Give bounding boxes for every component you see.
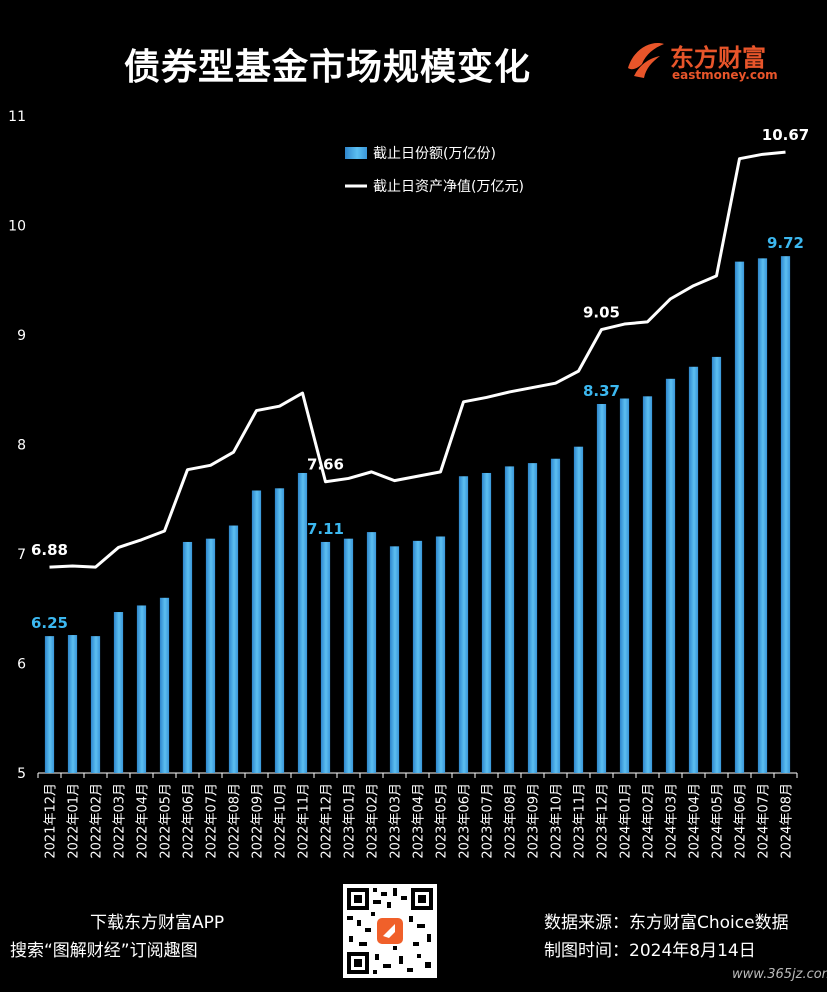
x-tick-label: 2023年11月 xyxy=(573,783,588,859)
x-tick-label: 2024年03月 xyxy=(665,783,680,859)
x-tick-label: 2022年01月 xyxy=(67,783,82,859)
y-tick-label: 10 xyxy=(8,219,26,235)
x-tick-label: 2024年04月 xyxy=(688,783,703,859)
legend-label-bar: 截止日份额(万亿份) xyxy=(373,146,496,162)
bar xyxy=(527,463,538,773)
x-tick-label: 2023年07月 xyxy=(481,783,496,859)
data-label: 6.25 xyxy=(31,614,68,632)
bar xyxy=(757,258,768,774)
legend-swatch-bar xyxy=(345,147,367,159)
y-tick-label: 7 xyxy=(17,547,26,563)
bar xyxy=(550,458,561,773)
bar xyxy=(274,488,285,773)
x-tick-label: 2023年05月 xyxy=(435,783,450,859)
bar xyxy=(435,536,446,773)
footer-download: 下载东方财富APP xyxy=(90,913,225,933)
y-tick-label: 6 xyxy=(17,657,26,673)
bar xyxy=(458,476,469,773)
bar xyxy=(205,538,216,773)
bar xyxy=(297,472,308,773)
data-label: 9.05 xyxy=(583,304,620,322)
bar xyxy=(596,403,607,773)
x-tick-label: 2023年12月 xyxy=(596,783,611,859)
x-tick-label: 2024年02月 xyxy=(642,783,657,859)
brand-mark-icon xyxy=(628,43,664,78)
x-tick-label: 2023年10月 xyxy=(550,783,565,859)
x-tick-label: 2022年06月 xyxy=(182,783,197,859)
x-tick-label: 2024年01月 xyxy=(619,783,634,859)
bar xyxy=(573,446,584,773)
x-tick-label: 2023年06月 xyxy=(458,783,473,859)
data-label: 7.66 xyxy=(307,456,344,474)
y-tick-label: 9 xyxy=(17,328,26,344)
bar xyxy=(412,540,423,773)
x-tick-label: 2023年02月 xyxy=(366,783,381,859)
bar xyxy=(481,472,492,773)
data-label: 9.72 xyxy=(767,234,804,252)
y-tick-label: 8 xyxy=(17,438,26,454)
x-tick-label: 2022年11月 xyxy=(297,783,312,859)
bar xyxy=(665,378,676,773)
x-tick-label: 2022年10月 xyxy=(274,783,289,859)
bar xyxy=(159,597,170,773)
chart-canvas: 5 6 7 8 9 10 11 2021年12月 2022年01月 2022年02月 2022年03… xyxy=(8,109,809,859)
x-tick-label: 2024年07月 xyxy=(757,783,772,859)
x-tick-label: 2023年03月 xyxy=(389,783,404,859)
bar xyxy=(182,541,193,773)
x-tick-label: 2022年03月 xyxy=(113,783,128,859)
x-tick-label: 2023年04月 xyxy=(412,783,427,859)
net-asset-line xyxy=(49,150,786,569)
x-tick-label: 2022年09月 xyxy=(251,783,266,859)
data-label: 8.37 xyxy=(583,382,620,400)
bar xyxy=(642,396,653,773)
x-tick-label: 2022年08月 xyxy=(228,783,243,859)
qr-code[interactable] xyxy=(343,884,437,978)
brand-url: eastmoney.com xyxy=(672,68,778,82)
x-tick-label: 2024年08月 xyxy=(780,783,795,859)
data-label: 6.88 xyxy=(31,541,68,559)
bar xyxy=(67,635,78,773)
bar xyxy=(780,256,791,773)
x-tick-label: 2024年06月 xyxy=(734,783,749,859)
bar xyxy=(251,490,262,773)
bar xyxy=(504,466,515,773)
chart-title: 债券型基金市场规模变化 xyxy=(124,47,532,88)
footer-date: 制图时间：2024年8月14日 xyxy=(544,941,756,961)
x-tick-label: 2022年12月 xyxy=(320,783,335,859)
bar xyxy=(136,605,147,773)
qr-code-icon xyxy=(347,888,433,974)
bar xyxy=(366,532,377,773)
y-tick-label: 11 xyxy=(8,109,26,125)
bar xyxy=(228,525,239,773)
bar xyxy=(44,636,55,773)
y-tick-label: 5 xyxy=(17,766,26,782)
bar xyxy=(688,366,699,773)
data-label: 7.11 xyxy=(307,520,344,538)
bar xyxy=(619,398,630,773)
legend: 截止日份额(万亿份) 截止日资产净值(万亿元) xyxy=(345,146,524,195)
bar xyxy=(343,538,354,773)
bar xyxy=(711,356,722,773)
footer-search: 搜索“图解财经”订阅趣图 xyxy=(10,941,198,961)
data-label: 10.67 xyxy=(762,126,809,144)
x-tick-label: 2022年04月 xyxy=(136,783,151,859)
x-tick-label: 2023年08月 xyxy=(504,783,519,859)
x-tick-label: 2021年12月 xyxy=(44,783,59,859)
bar xyxy=(113,612,124,773)
x-tick-label: 2023年01月 xyxy=(343,783,358,859)
x-tick-label: 2022年07月 xyxy=(205,783,220,859)
x-tick-label: 2024年05月 xyxy=(711,783,726,859)
x-tick-label: 2023年09月 xyxy=(527,783,542,859)
brand-name: 东方财富 xyxy=(670,44,766,72)
brand-logo: 东方财富 eastmoney.com xyxy=(624,36,804,86)
bar xyxy=(320,541,331,773)
bar xyxy=(90,636,101,773)
bar xyxy=(734,261,745,773)
footer-source: 数据来源：东方财富Choice数据 xyxy=(544,913,789,933)
x-tick-label: 2022年05月 xyxy=(159,783,174,859)
legend-label-line: 截止日资产净值(万亿元) xyxy=(373,179,524,195)
watermark: www.365jz.com xyxy=(732,967,827,982)
x-tick-label: 2022年02月 xyxy=(90,783,105,859)
bar xyxy=(389,546,400,773)
